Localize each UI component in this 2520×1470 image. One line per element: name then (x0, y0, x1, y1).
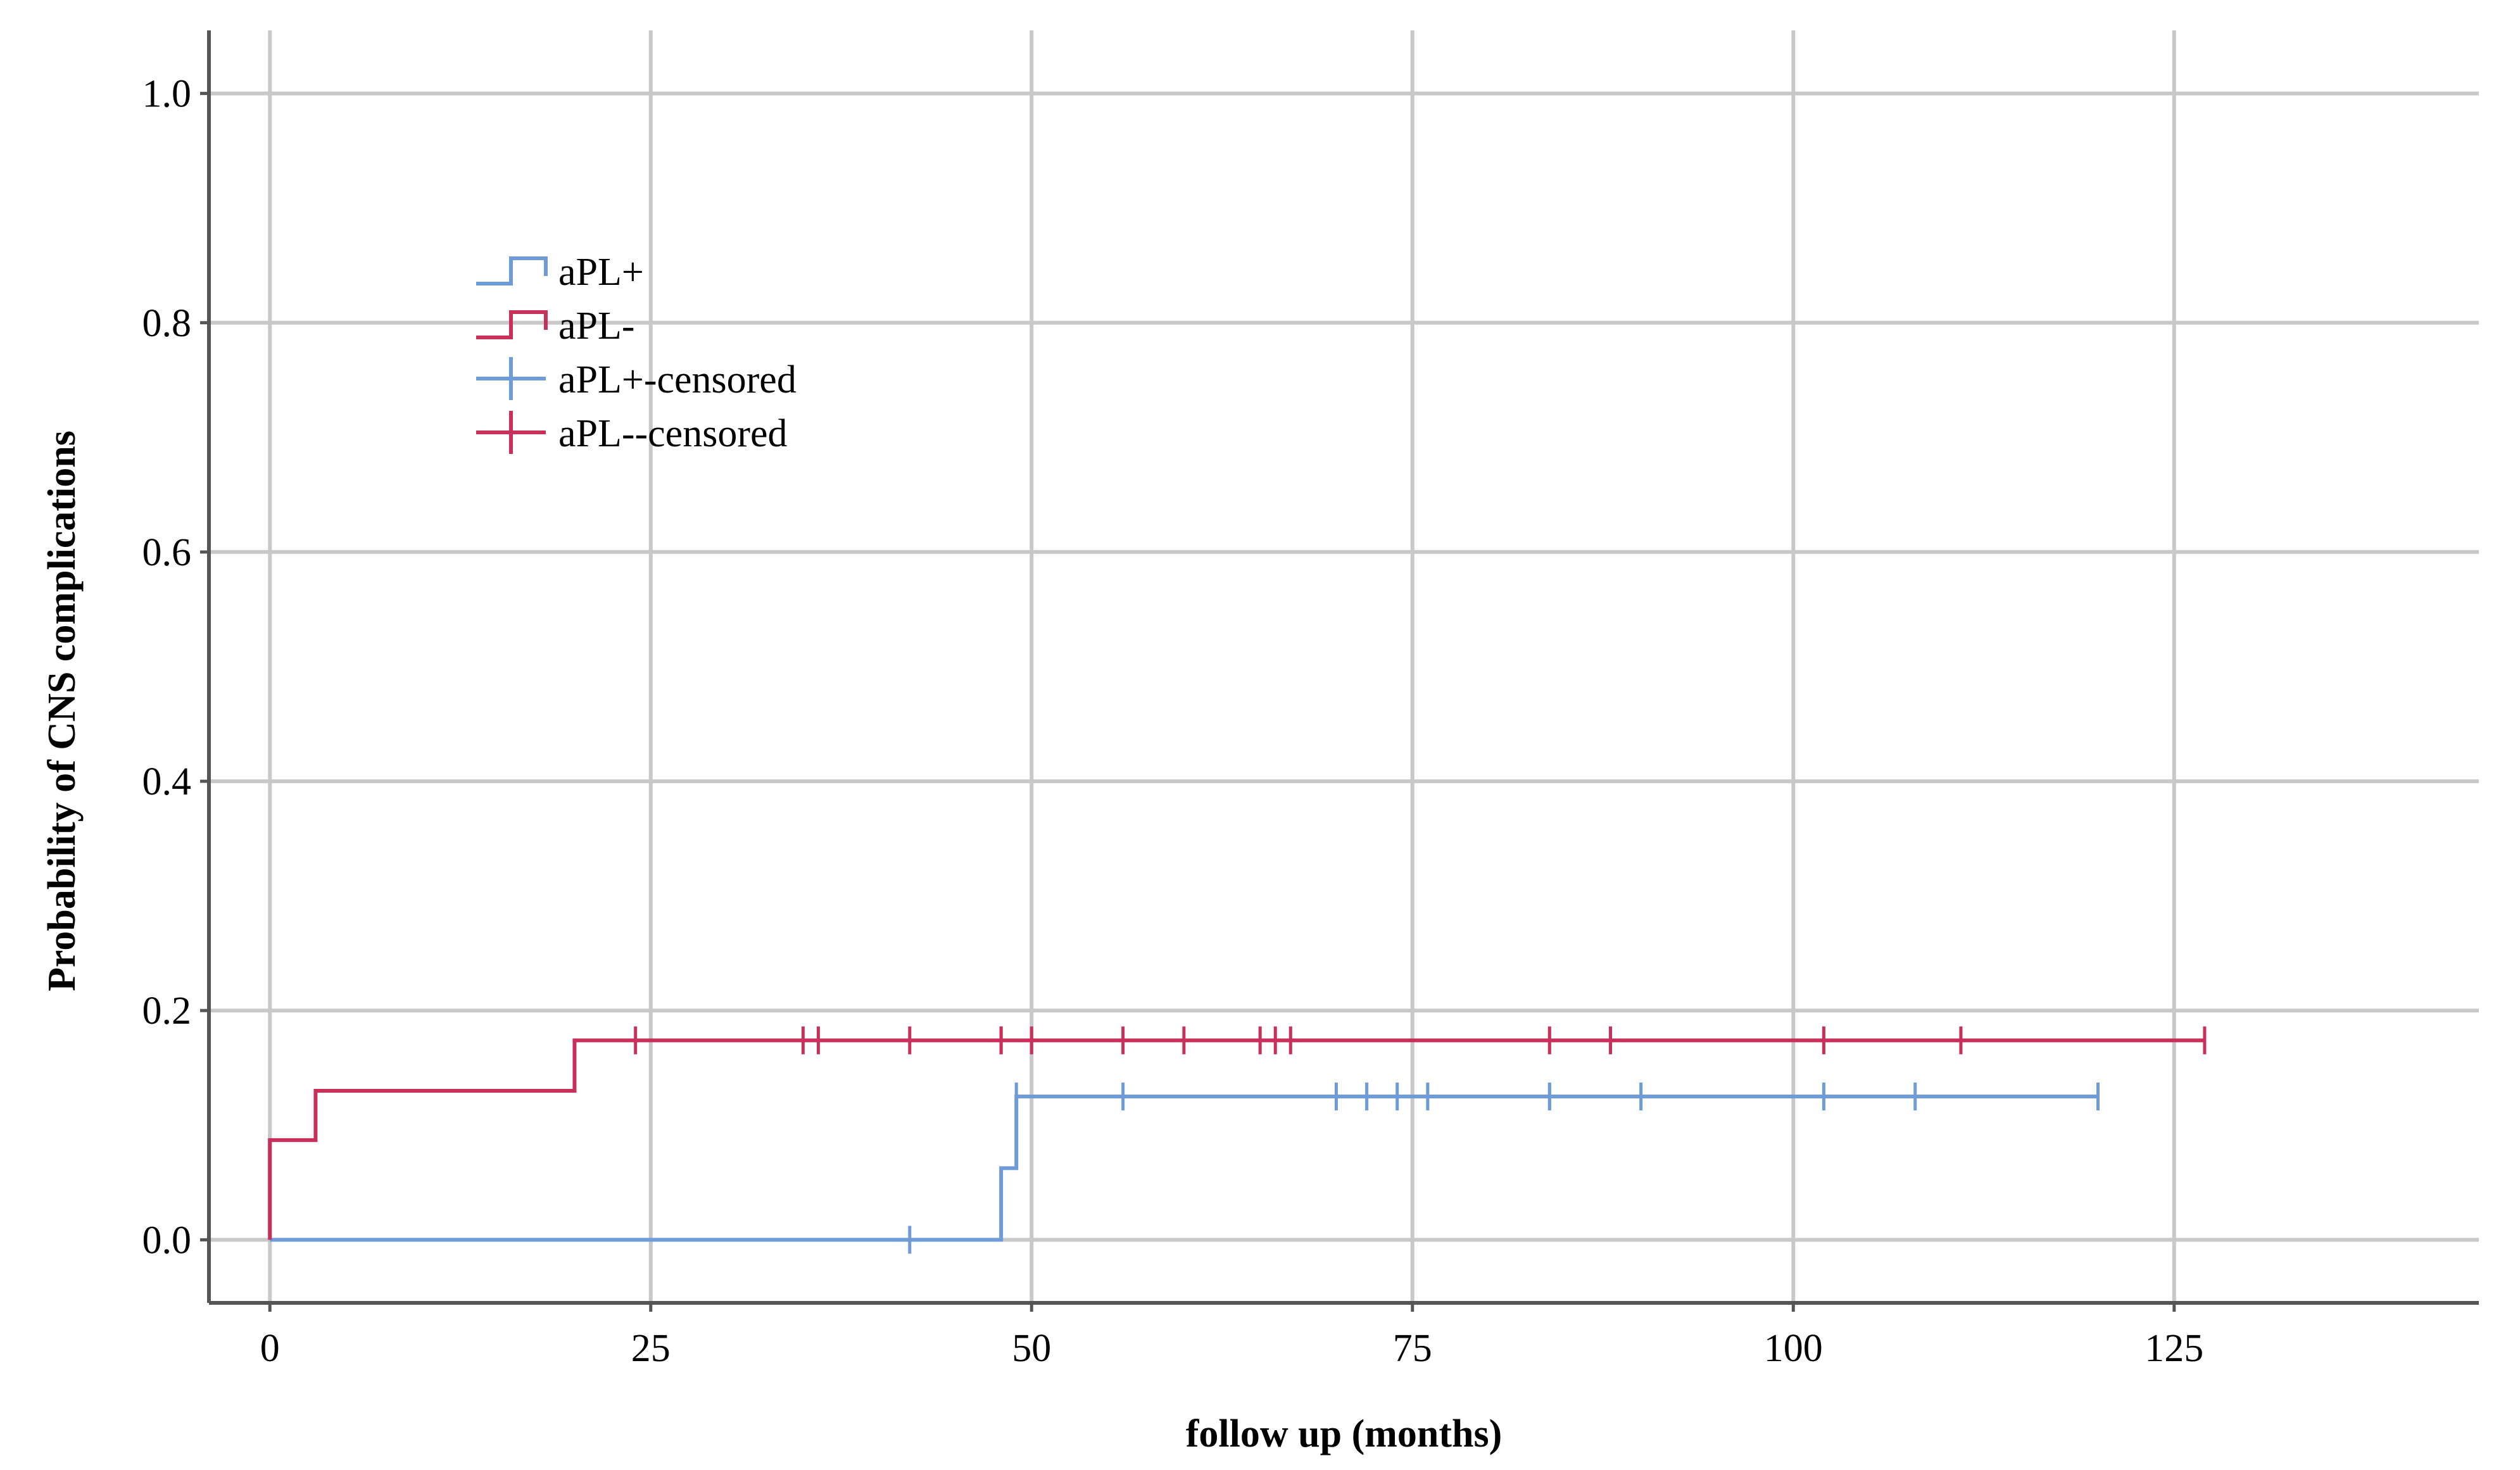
step-line (268, 1038, 2205, 1240)
x-tick-label: 0 (260, 1327, 280, 1370)
legend-label: aPL- (558, 305, 635, 348)
legend-item: aPL+-censored (476, 357, 797, 401)
x-tick-label: 50 (1012, 1327, 1051, 1370)
x-tick-label: 125 (2145, 1327, 2203, 1370)
legend-item: aPL- (476, 305, 635, 348)
legend-step-symbol (476, 256, 548, 286)
y-tick-label: 0.6 (142, 531, 192, 574)
y-tick-label: 1.0 (142, 73, 192, 116)
plot-series (268, 1026, 2207, 1254)
x-axis-title: follow up (months) (1186, 1412, 1503, 1455)
legend-label: aPL+ (558, 251, 644, 294)
axes: 0 25 50 75 100 125 0.0 0.2 0.4 0.6 0.8 1.0 (142, 30, 2479, 1370)
y-tick-label: 0.0 (142, 1219, 192, 1262)
step-line (270, 1095, 2098, 1242)
series-aPL+ (270, 1083, 2100, 1254)
series-aPL- (268, 1026, 2207, 1240)
y-tick-label: 0.8 (142, 302, 192, 345)
y-tick-label: 0.2 (142, 989, 192, 1033)
legend-label: aPL--censored (558, 412, 788, 455)
y-tick-label: 0.4 (142, 760, 192, 803)
x-tick-label: 100 (1764, 1327, 1823, 1370)
legend-item: aPL+ (476, 251, 644, 294)
legend: aPL+ aPL-aPL+-censored aPL--censored (476, 251, 797, 455)
legend-step-symbol (476, 310, 548, 339)
x-tick-label: 75 (1393, 1327, 1432, 1370)
x-tick-label: 25 (631, 1327, 671, 1370)
legend-item: aPL--censored (476, 411, 788, 455)
y-axis-title: Probability of CNS complications (41, 430, 84, 991)
legend-label: aPL+-censored (558, 358, 797, 401)
